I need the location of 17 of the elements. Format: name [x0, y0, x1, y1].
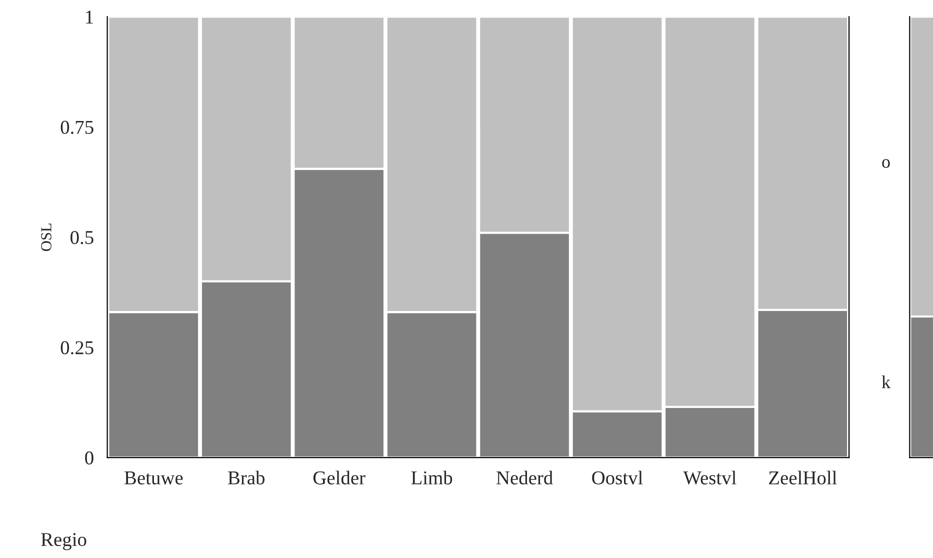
x-axis-title: Regio	[41, 533, 86, 550]
x-tick-label: Limb	[411, 470, 452, 484]
y-tick-label: 0.75	[60, 120, 94, 134]
series-label: o	[882, 159, 890, 168]
y-tick-label: 0.5	[70, 230, 94, 244]
x-tick-label: Gelder	[313, 470, 366, 484]
series-label: k	[882, 376, 891, 388]
x-tick-label: Westvl	[683, 470, 736, 485]
y-tick-label: 1	[86, 10, 93, 24]
x-tick-label: Nederd	[496, 470, 553, 484]
x-tick-label: ZeelHoll	[769, 470, 837, 484]
y-tick-label: 0	[85, 451, 94, 464]
y-axis-title: OSL	[41, 224, 52, 251]
x-tick-label: Brab	[228, 470, 265, 484]
x-tick-label: Oostvl	[592, 470, 643, 484]
x-tick-label: Betuwe	[124, 472, 183, 484]
y-tick-label: 0.25	[60, 341, 94, 354]
